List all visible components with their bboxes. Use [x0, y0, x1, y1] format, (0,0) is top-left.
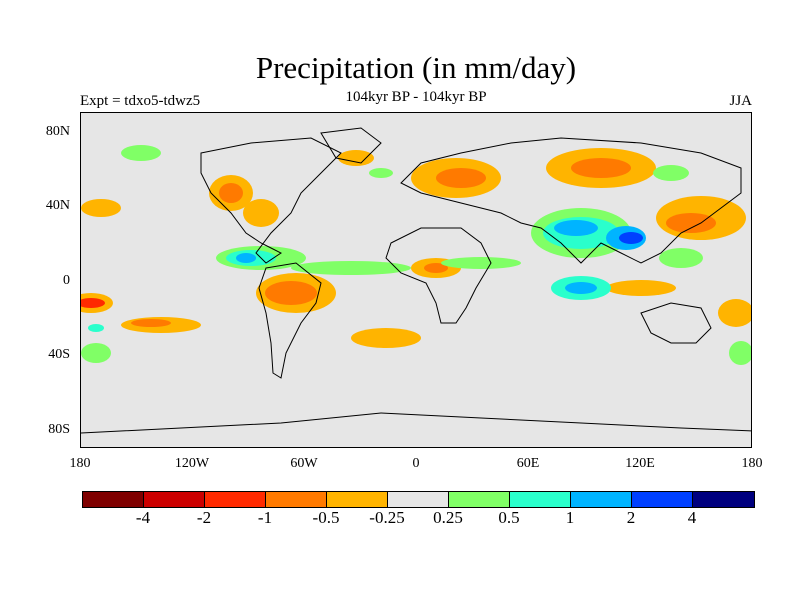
colorbar-swatch-10	[693, 492, 754, 507]
colorbar-label-2: -1	[257, 508, 273, 527]
lon-label-120e: 120E	[625, 456, 655, 471]
colorbar-label-7: 1	[565, 508, 575, 527]
colorbar-swatch-8	[571, 492, 632, 507]
colorbar-swatch-9	[632, 492, 693, 507]
colorbar	[82, 491, 755, 508]
precipitation-map	[80, 112, 752, 448]
lon-label-180w: 180	[69, 456, 91, 471]
colorbar-swatch-2	[205, 492, 266, 507]
colorbar-swatch-3	[266, 492, 327, 507]
colorbar-swatch-4	[327, 492, 388, 507]
colorbar-label-0: -4	[135, 508, 151, 527]
chart-subtitle: 104kyr BP - 104kyr BP	[345, 89, 487, 105]
lat-label-80s: 80S	[48, 422, 70, 437]
colorbar-label-1: -2	[196, 508, 212, 527]
lon-label-180e: 180	[741, 456, 763, 471]
lon-label-60w: 60W	[290, 456, 318, 471]
colorbar-swatch-0	[83, 492, 144, 507]
map-svg	[81, 113, 751, 447]
lat-label-80n: 80N	[45, 124, 70, 139]
experiment-label: Expt = tdxo5-tdwz5	[80, 93, 201, 109]
colorbar-label-8: 2	[626, 508, 636, 527]
colorbar-swatch-6	[449, 492, 510, 507]
coastlines	[81, 127, 751, 434]
lon-label-120w: 120W	[174, 456, 210, 471]
chart-title: Precipitation (in mm/day)	[255, 50, 577, 85]
colorbar-label-4: -0.25	[369, 508, 405, 527]
colorbar-label-5: 0.25	[433, 508, 463, 527]
colorbar-label-6: 0.5	[498, 508, 520, 527]
lat-label-0: 0	[63, 273, 70, 288]
lon-label-60e: 60E	[516, 456, 540, 471]
lat-label-40n: 40N	[45, 198, 70, 213]
colorbar-swatch-7	[510, 492, 571, 507]
season-label: JJA	[729, 93, 752, 109]
colorbar-label-9: 4	[687, 508, 697, 527]
lon-label-0: 0	[412, 456, 420, 471]
colorbar-label-3: -0.5	[312, 508, 340, 527]
colorbar-swatch-5	[388, 492, 449, 507]
colorbar-swatch-1	[144, 492, 205, 507]
lat-label-40s: 40S	[48, 347, 70, 362]
